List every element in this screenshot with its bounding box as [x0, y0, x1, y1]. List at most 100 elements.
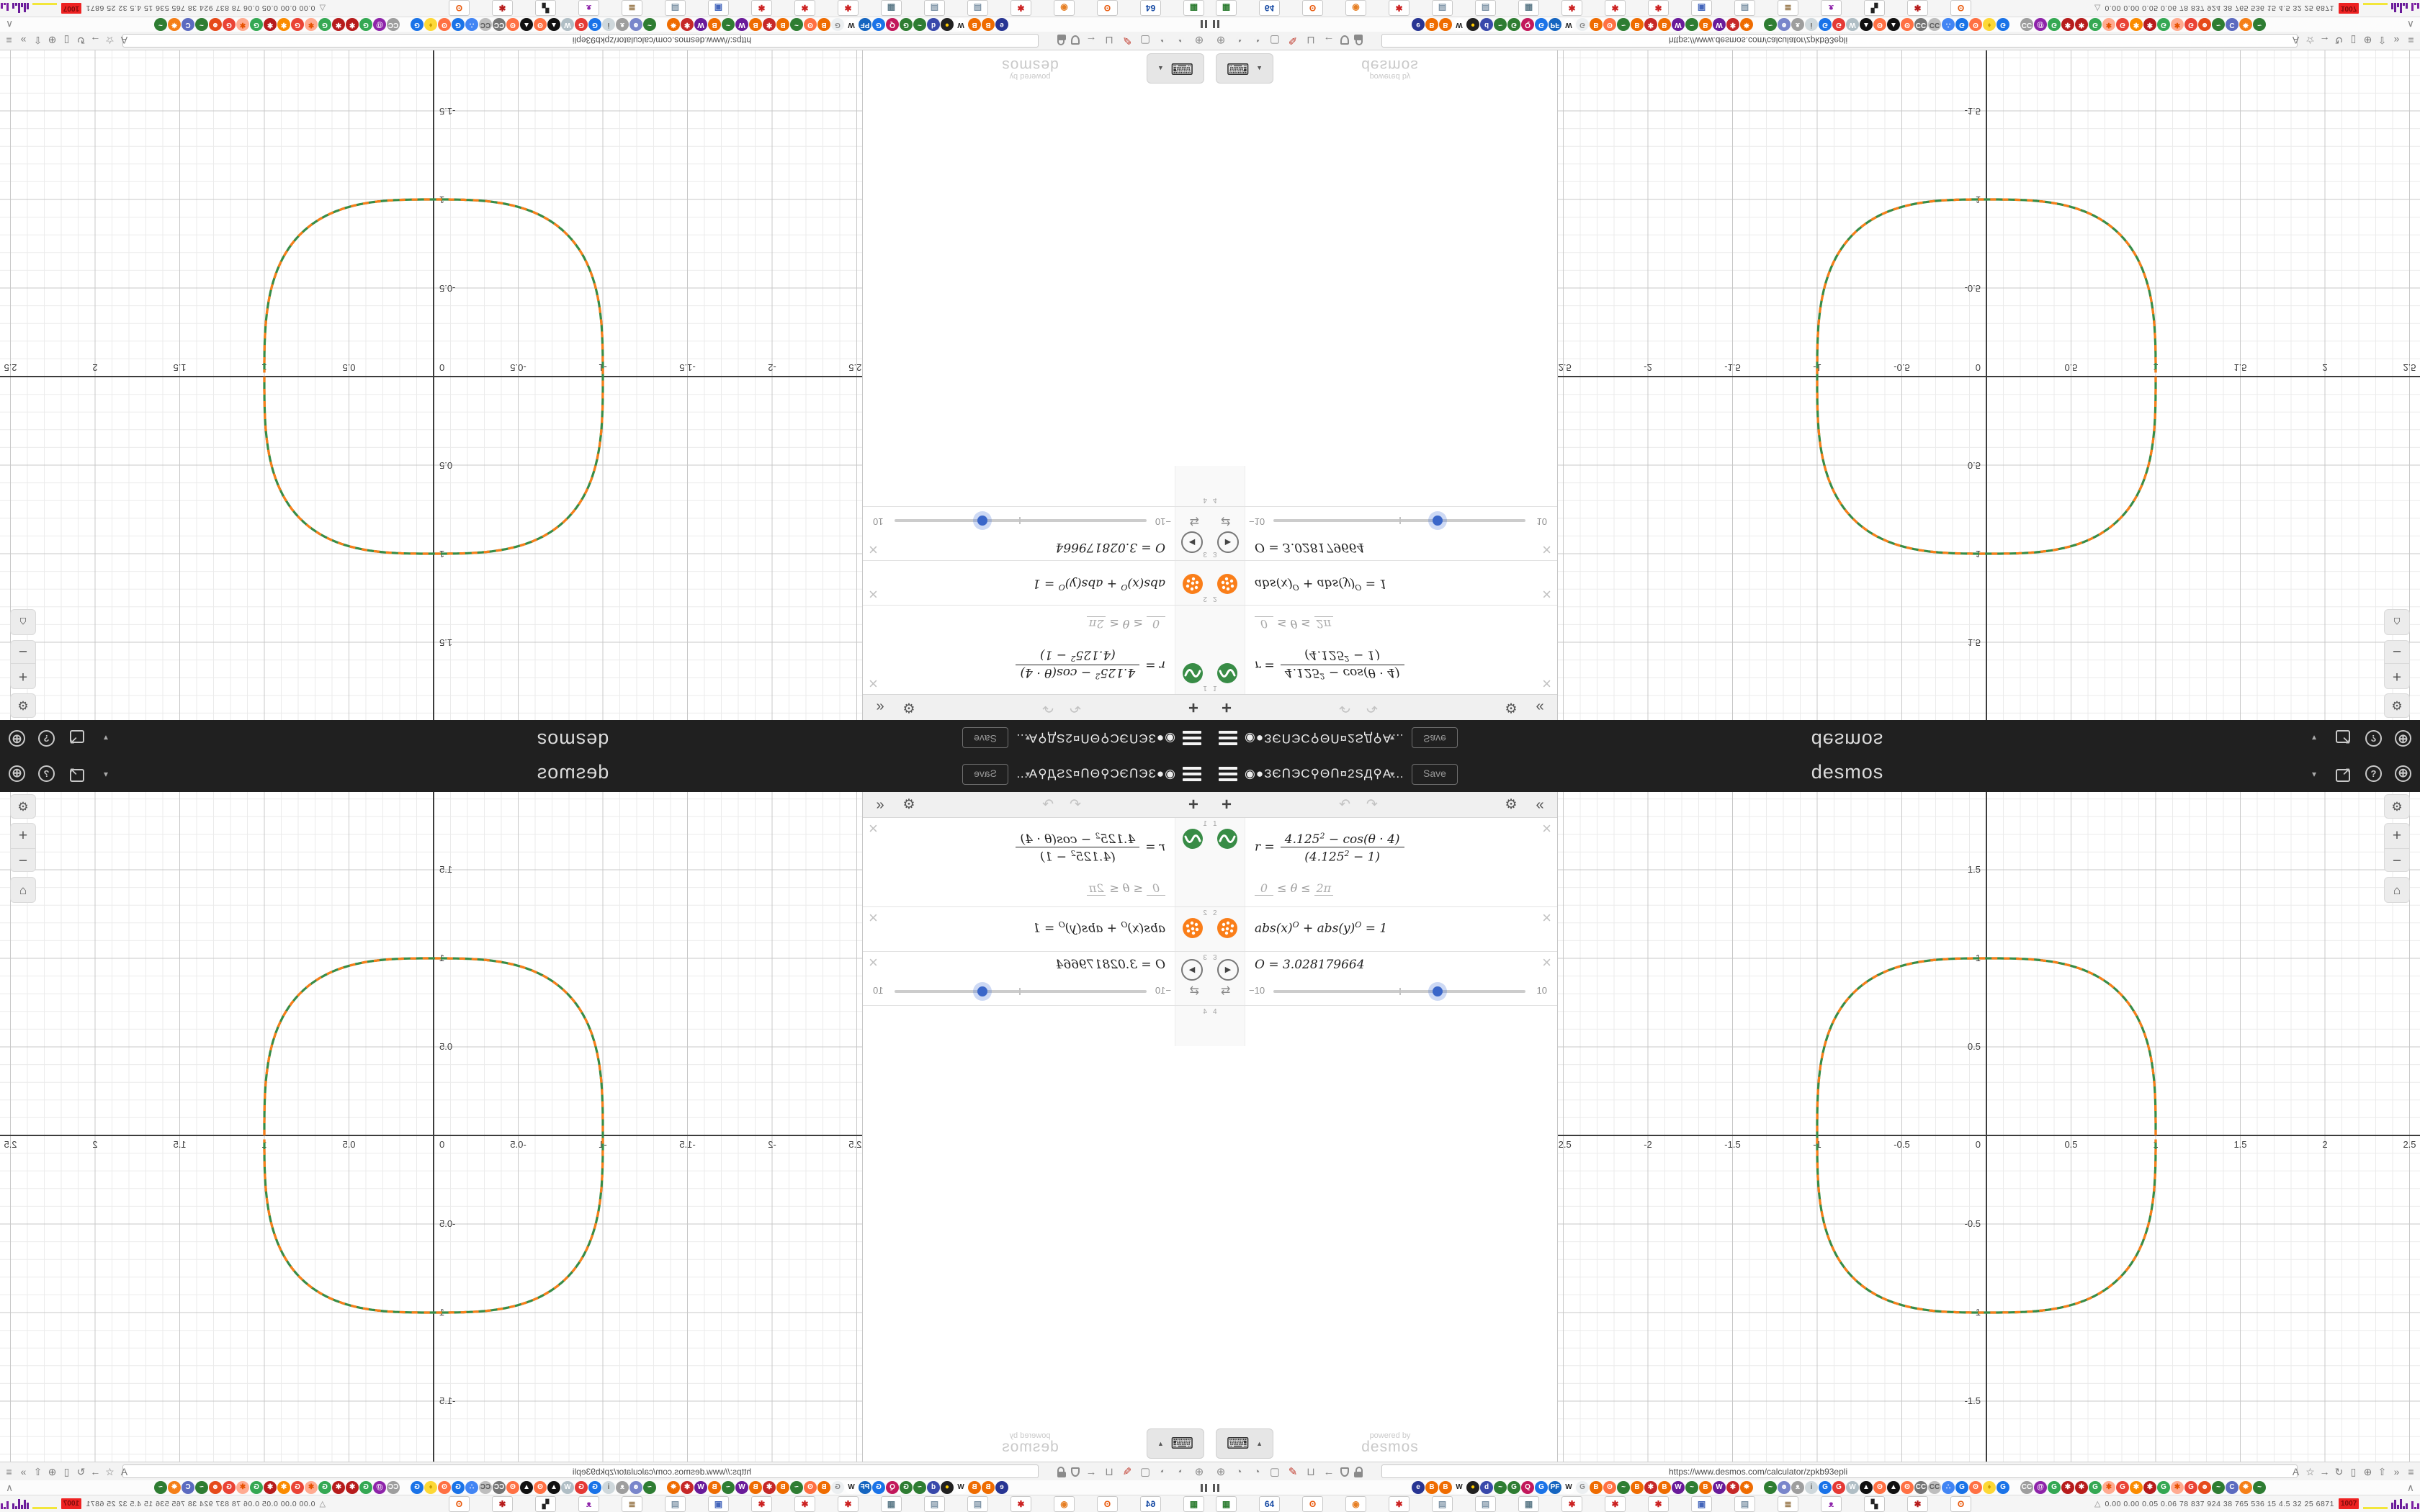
- redo-icon[interactable]: ↷: [1366, 797, 1378, 812]
- bookmark-favicon[interactable]: ●: [941, 18, 954, 31]
- domain-min-field[interactable]: 0: [1147, 616, 1165, 631]
- container-tab-icon[interactable]: ▯: [2350, 1465, 2357, 1477]
- bookmark-star-icon[interactable]: ☆: [105, 35, 115, 47]
- menu-icon[interactable]: ≡: [2408, 1466, 2414, 1477]
- bookmark-favicon[interactable]: ʘ: [506, 18, 519, 31]
- bookmark-favicon[interactable]: CC: [1928, 18, 1941, 31]
- taskbar-app-icon[interactable]: ✱: [1389, 0, 1410, 16]
- close-icon[interactable]: ×: [869, 909, 878, 927]
- edit-list-gear-icon[interactable]: ⚙: [1505, 797, 1518, 812]
- polar-curve-icon[interactable]: [1182, 828, 1204, 850]
- bookmark-favicon[interactable]: G: [588, 1481, 601, 1494]
- gauge-2-icon[interactable]: ◔: [1253, 34, 1260, 47]
- bookmark-favicon[interactable]: C: [182, 1481, 194, 1494]
- bookmark-favicon[interactable]: W: [954, 1481, 967, 1494]
- bookmark-favicon[interactable]: W: [1672, 1481, 1685, 1494]
- bookmark-favicon[interactable]: G: [250, 18, 263, 31]
- bookmark-favicon[interactable]: ~: [2212, 1481, 2225, 1494]
- bookmark-favicon[interactable]: ʘ: [1901, 18, 1914, 31]
- slider-max-label[interactable]: 10: [873, 985, 884, 996]
- reload-icon[interactable]: ↻: [2334, 1465, 2344, 1477]
- expression-row-1[interactable]: 1 r =4.1252 − cos(θ · 4) (4.1252 − 1) 0 ≤…: [863, 605, 1210, 694]
- expression-row-4[interactable]: 4: [863, 1006, 1210, 1046]
- taskbar-app-icon[interactable]: ▤: [665, 1496, 686, 1512]
- bookmark-favicon[interactable]: B: [817, 1481, 830, 1494]
- bookmark-favicon[interactable]: ✱: [2171, 18, 2184, 31]
- taskbar-app-icon[interactable]: ʘ: [1950, 0, 1971, 16]
- bookmark-favicon[interactable]: B: [817, 18, 830, 31]
- loop-mode-icon[interactable]: ⇄: [1189, 985, 1199, 997]
- bookmark-favicon[interactable]: ▲: [547, 1481, 560, 1494]
- taskbar-app-icon[interactable]: ▣: [708, 1496, 729, 1512]
- bookmark-favicon[interactable]: ✱: [1726, 18, 1739, 31]
- taskbar-app-icon[interactable]: ʘ: [1097, 0, 1118, 16]
- bookmark-favicon[interactable]: ∴: [465, 1481, 478, 1494]
- bookmark-favicon[interactable]: PF: [1549, 18, 1561, 31]
- hamburger-menu-icon[interactable]: [1219, 731, 1237, 745]
- bookmark-favicon[interactable]: CC: [387, 18, 400, 31]
- slider-min-label[interactable]: −10: [1155, 516, 1171, 527]
- container-tab-icon[interactable]: ▯: [63, 35, 70, 47]
- bookmark-favicon[interactable]: ✱: [681, 1481, 694, 1494]
- bookmark-favicon[interactable]: ✱: [2143, 18, 2156, 31]
- bookmark-favicon[interactable]: B: [1425, 1481, 1438, 1494]
- bookmark-favicon[interactable]: e: [995, 18, 1008, 31]
- hamburger-menu-icon[interactable]: [1183, 767, 1201, 781]
- bookmark-favicon[interactable]: ▲: [520, 18, 533, 31]
- bookmark-favicon[interactable]: ☻: [629, 1481, 642, 1494]
- taskbar-app-icon[interactable]: 64: [1259, 0, 1280, 16]
- bookmark-favicon[interactable]: ~: [1685, 18, 1698, 31]
- gauge-icon[interactable]: ◔: [1178, 34, 1185, 47]
- expression-3-equation[interactable]: O = 3.028179664: [1255, 958, 1365, 972]
- taskbar-app-icon[interactable]: ✱: [794, 0, 815, 16]
- taskbar-app-icon[interactable]: ≣: [1778, 0, 1798, 16]
- graph-settings-wrench-button[interactable]: ⚙: [2384, 794, 2410, 819]
- bookmark-favicon[interactable]: ♦: [1983, 18, 1996, 31]
- taskbar-app-icon[interactable]: ▤: [924, 0, 945, 16]
- expression-row-4[interactable]: 4: [1210, 466, 1557, 506]
- language-globe-icon[interactable]: ⊕: [9, 765, 25, 782]
- bookmark-favicon[interactable]: ~: [2253, 1481, 2266, 1494]
- taskbar-app-icon[interactable]: ✱: [1605, 1496, 1626, 1512]
- polar-curve-icon[interactable]: [1216, 662, 1238, 684]
- bookmark-favicon[interactable]: G: [359, 18, 372, 31]
- taskbar-app-icon[interactable]: ✱: [1648, 0, 1669, 16]
- loop-mode-icon[interactable]: ⇄: [1221, 515, 1231, 527]
- expression-1-equation[interactable]: r =4.1252 − cos(θ · 4) (4.1252 − 1): [1016, 831, 1165, 865]
- bookmark-favicon[interactable]: G: [318, 1481, 331, 1494]
- bookmark-favicon[interactable]: ᴥ: [1791, 18, 1804, 31]
- bookmark-favicon[interactable]: ~: [2253, 18, 2266, 31]
- bookmark-favicon[interactable]: PF: [859, 18, 871, 31]
- domain-max-field[interactable]: 2π: [1314, 616, 1333, 631]
- bookmark-favicon[interactable]: ✱: [346, 18, 359, 31]
- graph-title[interactable]: ◉●ЗЄՈЭC⚲ΘՈ¤2SД⚲A…: [1245, 767, 1405, 780]
- network-globe-icon[interactable]: ⊕: [1216, 34, 1226, 46]
- bookmark-favicon[interactable]: ✸: [1740, 1481, 1753, 1494]
- bookmark-favicon[interactable]: ✱: [2143, 1481, 2156, 1494]
- taskbar-app-icon[interactable]: ▦: [1216, 1496, 1237, 1512]
- bookmark-favicon[interactable]: G: [900, 1481, 913, 1494]
- bookmark-favicon[interactable]: W: [954, 18, 967, 31]
- bookmark-favicon[interactable]: G: [1832, 1481, 1845, 1494]
- keyboard-toggle-button[interactable]: ⌨ ▲: [1147, 1428, 1204, 1459]
- close-icon[interactable]: ×: [1542, 909, 1551, 927]
- bookmark-favicon[interactable]: ~: [913, 1481, 926, 1494]
- taskbar-app-icon[interactable]: ▤: [1432, 1496, 1453, 1512]
- bookmark-favicon[interactable]: G: [2048, 18, 2061, 31]
- expression-row-1[interactable]: 1 r =4.1252 − cos(θ · 4) (4.1252 − 1) 0 ≤…: [863, 818, 1210, 907]
- language-globe-icon[interactable]: ⊕: [2395, 730, 2411, 747]
- bookmark-favicon[interactable]: PF: [1549, 1481, 1561, 1494]
- globe-icon[interactable]: ⊕: [2363, 1465, 2372, 1477]
- bookmark-favicon[interactable]: ✱: [277, 18, 290, 31]
- bookmark-favicon[interactable]: d: [1480, 18, 1493, 31]
- bookmark-favicon[interactable]: G: [1576, 18, 1589, 31]
- send-tab-icon[interactable]: ⇧: [2378, 1465, 2387, 1477]
- bookmark-favicon[interactable]: ✸: [1740, 18, 1753, 31]
- bookmark-favicon[interactable]: G: [588, 18, 601, 31]
- forward-arrow-icon[interactable]: →: [2319, 35, 2330, 46]
- bookmark-favicon[interactable]: ✱: [346, 1481, 359, 1494]
- bookmark-favicon[interactable]: ✸: [168, 18, 181, 31]
- url-text[interactable]: https://www.desmos.com/calculator/zpkb93…: [1669, 1467, 1848, 1477]
- taskbar-app-icon[interactable]: ▣: [1691, 0, 1712, 16]
- close-icon[interactable]: ×: [1542, 585, 1551, 603]
